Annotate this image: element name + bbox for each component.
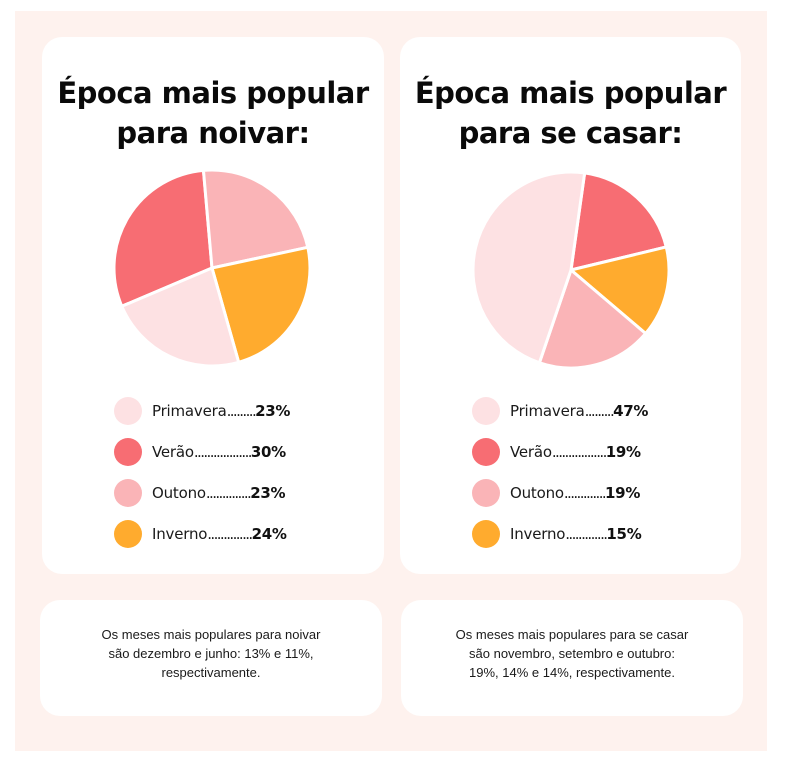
legend-item-verao: Verão................. 19% — [472, 431, 648, 472]
pie-slice-primavera — [471, 170, 587, 365]
legend-value: 47% — [613, 401, 649, 420]
legend-casar: Primavera......... 47% Verão.............… — [472, 390, 648, 554]
legend-item-primavera: Primavera......... 47% — [472, 390, 648, 431]
legend-swatch-outono — [114, 478, 142, 507]
infographic-panel: Época mais popular para noivar: Primaver… — [15, 11, 767, 751]
legend-label: Outono — [510, 483, 564, 502]
legend-swatch-verao — [114, 437, 142, 466]
note-line: Os meses mais populares para noivar — [101, 627, 321, 642]
note-line: Os meses mais populares para se casar — [455, 627, 689, 642]
legend-swatch-primavera — [114, 396, 142, 425]
legend-item-verao: Verão.................. 30% — [114, 431, 290, 472]
legend-item-primavera: Primavera......... 23% — [114, 390, 290, 431]
legend-swatch-inverno — [114, 519, 142, 548]
pie-slice-inverno — [210, 245, 312, 364]
note-card-casar: Os meses mais populares para se casar sã… — [401, 600, 743, 716]
legend-swatch-inverno — [472, 519, 500, 548]
chart-card-casar: Época mais popular para se casar: Primav… — [400, 37, 741, 574]
legend-value: 19% — [605, 483, 641, 502]
chart-card-noivar: Época mais popular para noivar: Primaver… — [42, 37, 384, 574]
legend-dots: ............. — [563, 483, 607, 502]
legend-dots: .................. — [193, 442, 253, 461]
legend-label: Inverno — [510, 524, 566, 543]
note-card-noivar: Os meses mais populares para noivar são … — [40, 600, 382, 716]
note-line: são dezembro e junho: 13% e 11%, — [108, 646, 314, 661]
legend-label: Primavera — [152, 401, 227, 420]
legend-swatch-outono — [472, 478, 500, 507]
legend-item-outono: Outono............. 19% — [472, 472, 648, 513]
note-text-casar: Os meses mais populares para se casar sã… — [401, 625, 743, 682]
legend-swatch-primavera — [472, 396, 500, 425]
legend-label: Inverno — [152, 524, 208, 543]
note-text-noivar: Os meses mais populares para noivar são … — [40, 625, 382, 682]
legend-dots: ................. — [551, 442, 607, 461]
pie-slice-verao — [112, 168, 214, 308]
legend-dots: .............. — [207, 524, 253, 543]
legend-noivar: Primavera......... 23% Verão.............… — [114, 390, 290, 554]
pie-slice-inverno — [569, 245, 671, 336]
note-line: são novembro, setembro e outubro: — [469, 646, 675, 661]
legend-dots: ............. — [565, 524, 608, 543]
chart-title-noivar: Época mais popular para noivar: — [42, 73, 384, 153]
pie-slice-outono — [201, 168, 310, 270]
legend-item-inverno: Inverno............. 15% — [472, 513, 648, 554]
legend-dots: ......... — [584, 401, 615, 420]
legend-value: 23% — [250, 483, 286, 502]
legend-item-outono: Outono.............. 23% — [114, 472, 290, 513]
chart-title-casar: Época mais popular para se casar: — [400, 73, 741, 153]
legend-value: 19% — [605, 442, 641, 461]
legend-label: Verão — [510, 442, 552, 461]
legend-value: 23% — [255, 401, 291, 420]
chart-title-line-1: Época mais popular — [57, 76, 369, 110]
legend-value: 24% — [251, 524, 287, 543]
chart-title-line-1: Época mais popular — [414, 76, 727, 110]
legend-label: Outono — [152, 483, 206, 502]
pie-slice-verao — [569, 171, 668, 272]
pie-slice-primavera — [120, 266, 241, 368]
legend-value: 15% — [606, 524, 642, 543]
note-line: respectivamente. — [161, 665, 261, 680]
note-line: 19%, 14% e 14%, respectivamente. — [469, 665, 675, 680]
chart-title-line-2: para noivar: — [116, 116, 310, 150]
legend-item-inverno: Inverno.............. 24% — [114, 513, 290, 554]
pie-slice-outono — [537, 268, 648, 370]
legend-dots: .............. — [205, 483, 252, 502]
legend-label: Verão — [152, 442, 194, 461]
legend-swatch-verao — [472, 437, 500, 466]
legend-dots: ......... — [226, 401, 257, 420]
legend-label: Primavera — [510, 401, 585, 420]
legend-value: 30% — [250, 442, 286, 461]
chart-title-line-2: para se casar: — [458, 116, 683, 150]
